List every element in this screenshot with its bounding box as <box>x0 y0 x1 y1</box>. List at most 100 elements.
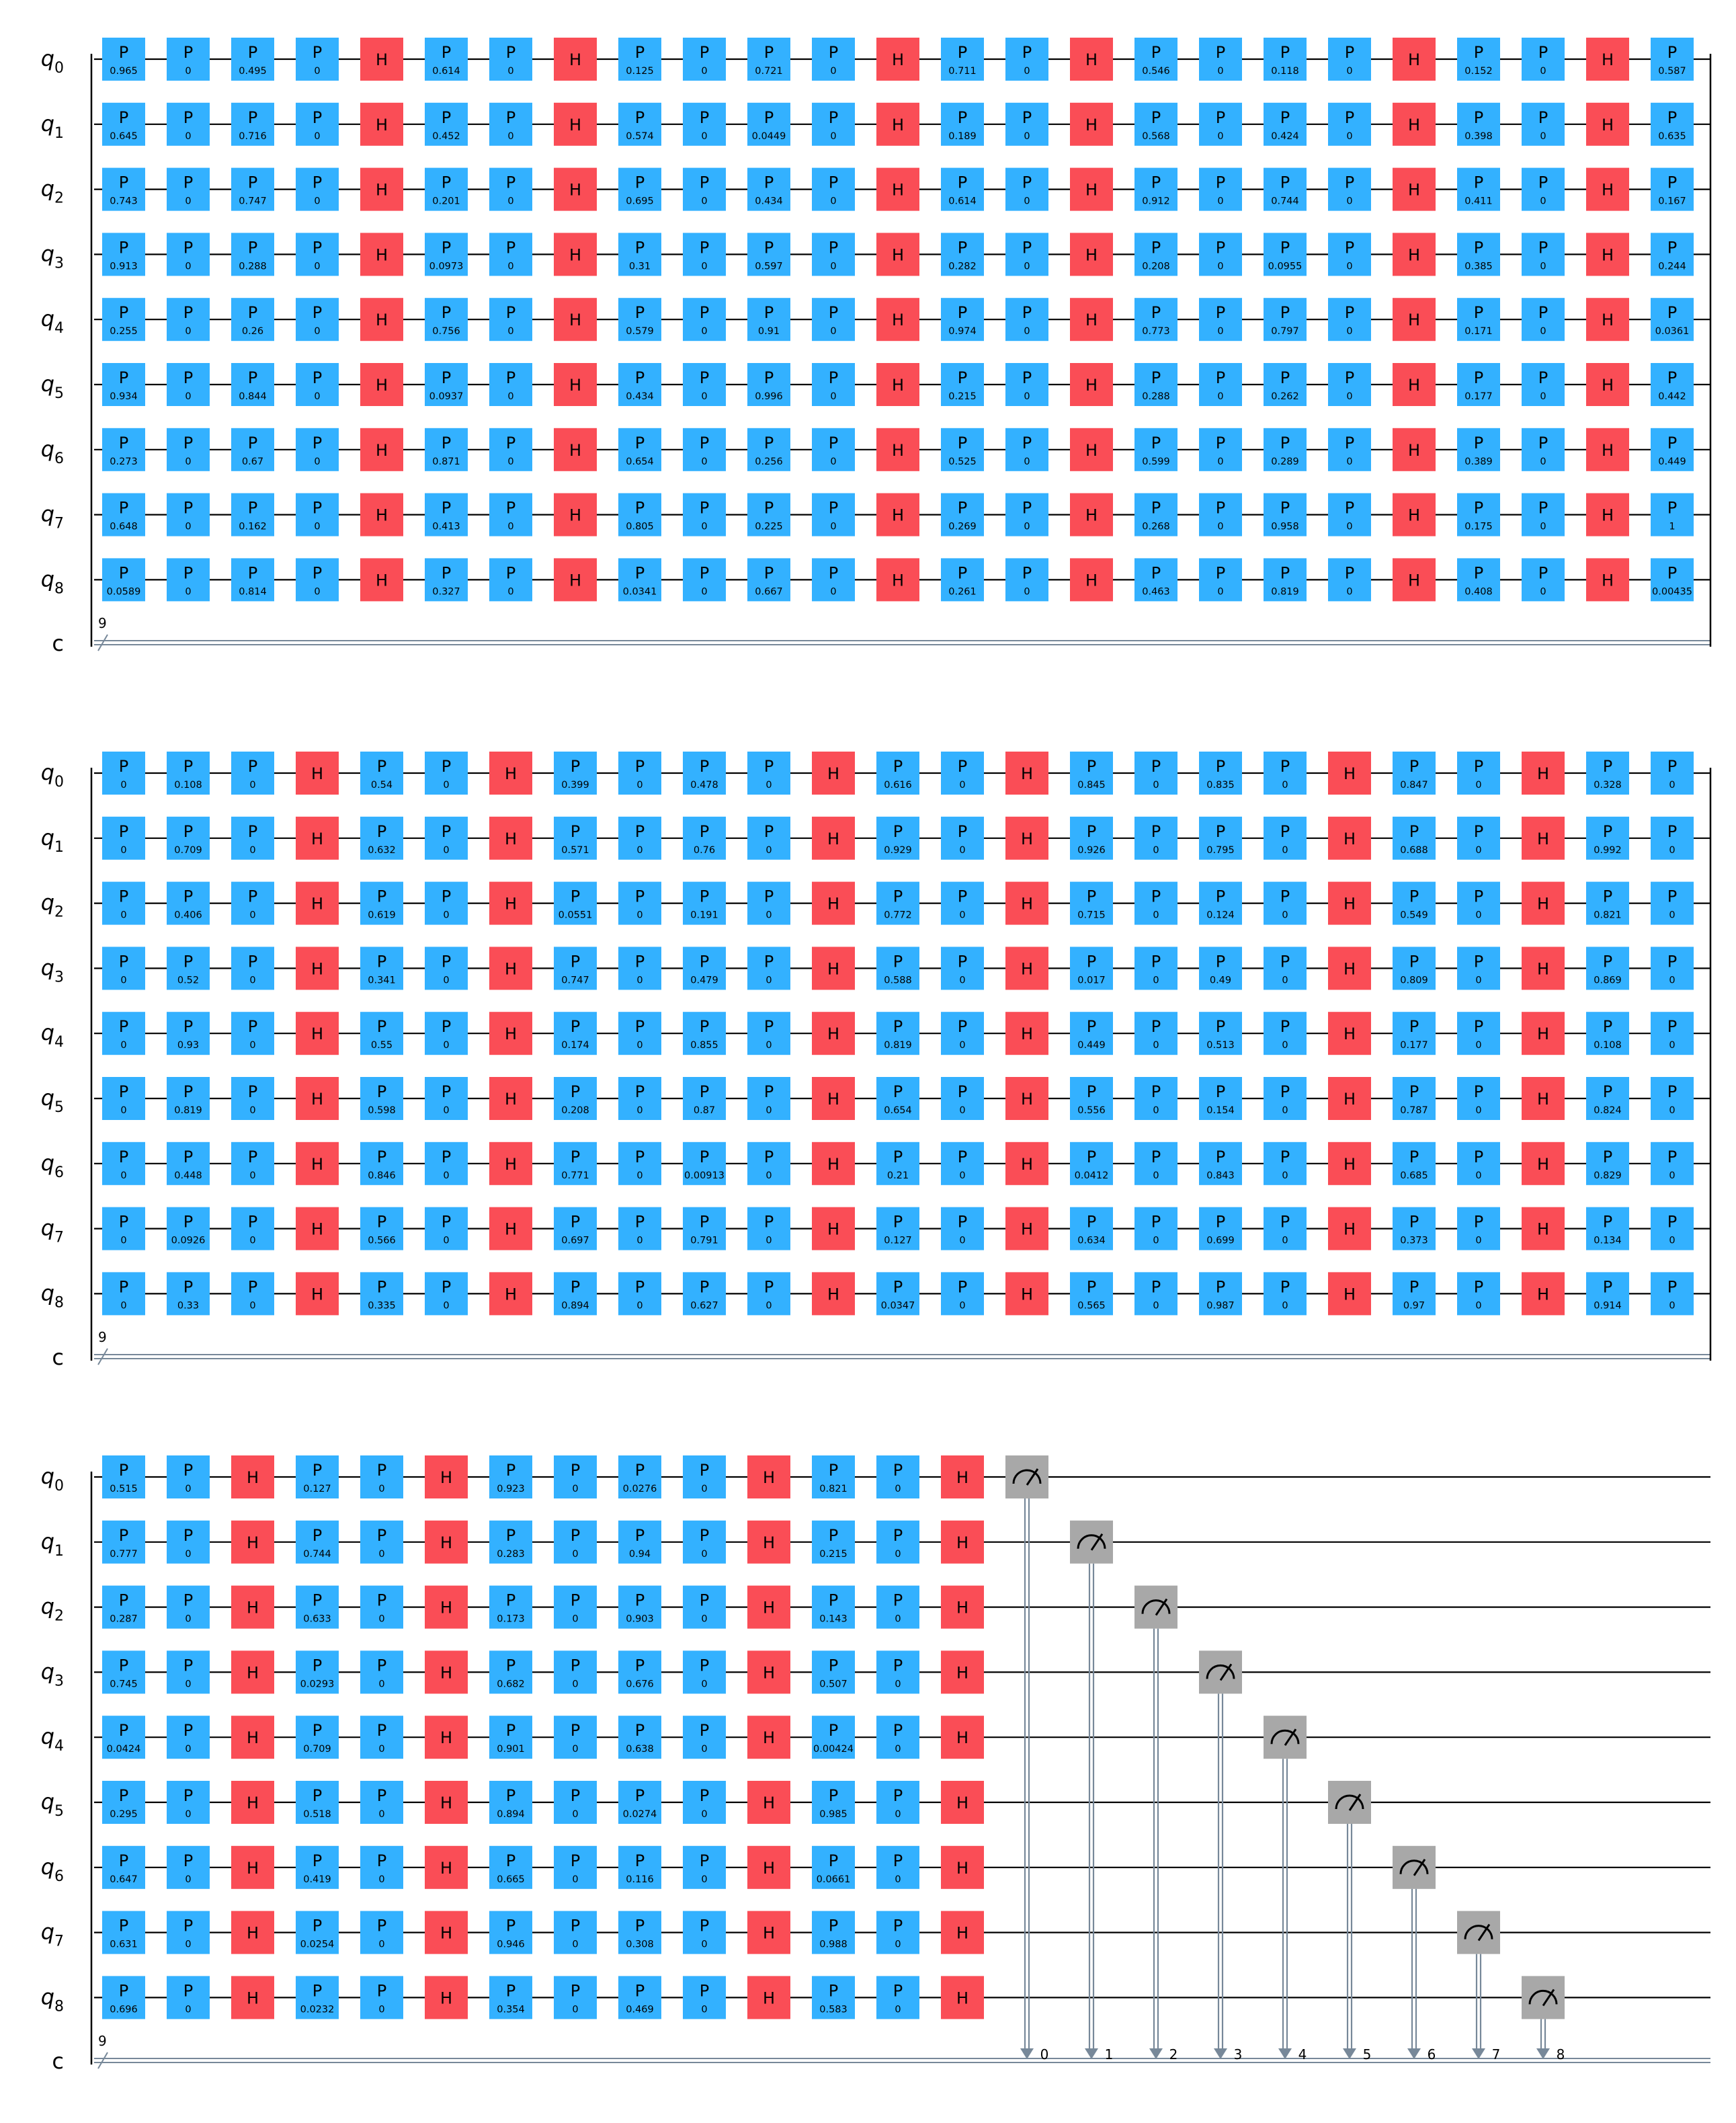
p-gate <box>425 1141 468 1185</box>
p-gate <box>167 947 210 990</box>
p-gate <box>167 167 210 211</box>
p-gate-param: 0 <box>1669 975 1675 986</box>
p-gate <box>296 1585 339 1629</box>
p-gate <box>1134 881 1177 925</box>
p-gate <box>1070 1012 1113 1055</box>
p-gate <box>812 1520 855 1564</box>
p-gate <box>876 1716 919 1759</box>
p-gate-param: 0 <box>1024 196 1030 207</box>
p-gate-label: P <box>1280 1082 1290 1101</box>
measure-index: 4 <box>1298 2046 1307 2062</box>
h-gate-label: H <box>1408 50 1420 69</box>
h-gate <box>1586 363 1629 406</box>
p-gate <box>1199 493 1242 536</box>
h-gate-label: H <box>376 571 388 590</box>
p-gate-label: P <box>893 952 903 971</box>
p-gate <box>1586 881 1629 925</box>
p-gate-param: 0 <box>249 780 255 791</box>
h-gate-label: H <box>311 1220 323 1239</box>
h-gate <box>941 1911 984 1954</box>
p-gate <box>425 233 468 276</box>
p-gate <box>1264 38 1307 81</box>
p-gate-label: P <box>1151 563 1161 582</box>
p-gate <box>231 1077 274 1120</box>
p-gate-label: P <box>313 1917 322 1935</box>
p-gate <box>554 1077 597 1120</box>
h-gate-label: H <box>1021 1025 1033 1043</box>
p-gate-param: 0.399 <box>561 780 589 791</box>
h-gate-label: H <box>763 1924 775 1943</box>
p-gate-label: P <box>1216 1082 1225 1101</box>
h-gate-label: H <box>376 506 388 525</box>
h-gate <box>489 881 532 925</box>
p-gate-label: P <box>119 822 128 841</box>
p-gate-param: 0 <box>766 845 772 856</box>
p-gate-param: 0.354 <box>497 2004 525 2015</box>
p-gate <box>1070 1141 1113 1185</box>
p-gate-param: 0 <box>314 522 320 532</box>
p-gate <box>360 752 403 795</box>
qubit-label: q6 <box>41 1854 64 1885</box>
p-gate-label: P <box>893 1721 903 1740</box>
p-gate <box>231 558 274 602</box>
p-gate-label: P <box>893 1082 903 1101</box>
p-gate-param: 0.0661 <box>817 1874 851 1885</box>
p-gate <box>554 1207 597 1250</box>
meter-icon <box>1328 1781 1371 1824</box>
h-gate-label: H <box>569 571 581 590</box>
p-gate-param: 0 <box>249 1236 255 1246</box>
p-gate-label: P <box>700 1461 709 1480</box>
p-gate-param: 0 <box>1024 586 1030 597</box>
p-gate-param: 0.996 <box>755 391 783 402</box>
p-gate-param: 0.507 <box>819 1679 848 1689</box>
p-gate <box>618 298 661 342</box>
p-gate-param: 0.76 <box>694 845 715 856</box>
bus-slash <box>97 1348 108 1365</box>
p-gate-param: 0 <box>507 586 513 597</box>
p-gate <box>296 298 339 342</box>
p-gate <box>1199 167 1242 211</box>
p-gate <box>554 1650 597 1694</box>
h-gate-label: H <box>247 1859 259 1878</box>
p-gate-param: 0.654 <box>626 456 654 467</box>
p-gate-param: 0.525 <box>948 456 977 467</box>
p-gate-label: P <box>1474 563 1483 582</box>
p-gate-param: 0 <box>314 326 320 337</box>
p-gate-label: P <box>1087 822 1096 841</box>
p-gate <box>1199 298 1242 342</box>
h-gate-label: H <box>1408 441 1420 460</box>
p-gate-param: 0 <box>701 1614 707 1625</box>
p-gate <box>1522 102 1565 146</box>
h-gate <box>1005 1272 1048 1316</box>
p-gate-param: 0 <box>249 845 255 856</box>
p-gate-param: 0 <box>572 1549 578 1560</box>
p-gate-label: P <box>1538 368 1548 387</box>
p-gate-label: P <box>1280 238 1290 257</box>
p-gate <box>489 1976 532 2019</box>
p-gate <box>683 752 726 795</box>
p-gate <box>296 1911 339 1954</box>
p-gate-label: P <box>700 173 709 192</box>
measure-index: 8 <box>1557 2046 1565 2062</box>
p-gate <box>1005 102 1048 146</box>
h-gate-label: H <box>827 1285 839 1304</box>
p-gate-param: 0 <box>1346 586 1352 597</box>
measure-index: 6 <box>1428 2046 1436 2062</box>
p-gate <box>1134 38 1177 81</box>
p-gate <box>102 1845 145 1889</box>
p-gate-label: P <box>893 887 903 906</box>
p-gate <box>102 493 145 536</box>
p-gate-param: 0 <box>701 1484 707 1494</box>
p-gate-param: 0.55 <box>371 1040 392 1051</box>
p-gate-label: P <box>1087 952 1096 971</box>
p-gate-param: 0.398 <box>1464 131 1493 142</box>
p-gate-label: P <box>1409 757 1419 776</box>
h-gate-label: H <box>569 441 581 460</box>
p-gate <box>1393 752 1436 795</box>
p-gate-label: P <box>829 1591 838 1610</box>
p-gate-label: P <box>635 238 645 257</box>
p-gate <box>1328 167 1371 211</box>
h-gate-label: H <box>1537 1155 1549 1174</box>
p-gate-label: P <box>1151 1082 1161 1101</box>
